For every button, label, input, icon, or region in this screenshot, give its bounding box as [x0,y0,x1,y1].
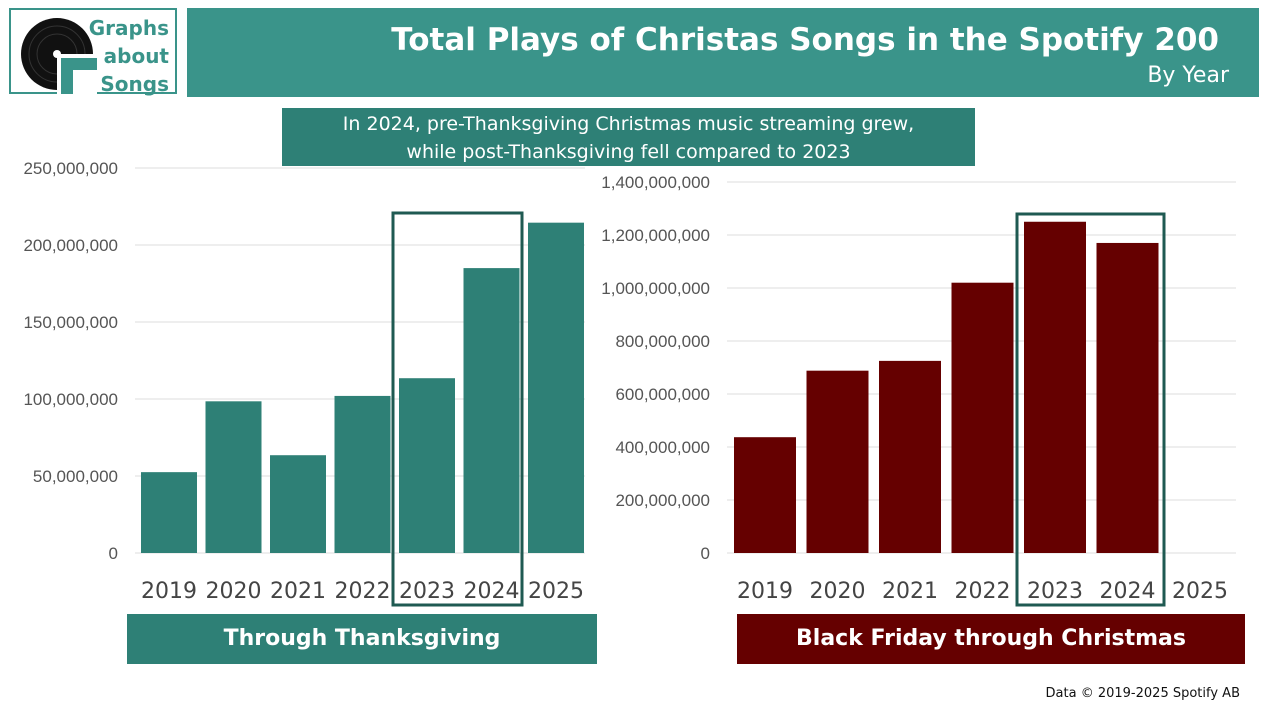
x-tick-label: 2025 [528,579,584,604]
bar-2023 [1024,221,1086,553]
x-tick-label: 2023 [1027,579,1083,604]
logo-line-3: Songs [100,72,169,96]
x-tick-label: 2024 [1100,579,1156,604]
right-chart-label: Black Friday through Christmas [737,614,1245,664]
y-tick-label: 600,000,000 [615,385,710,404]
annotation-line-2: while post-Thanksgiving fell compared to… [406,141,851,163]
x-tick-label: 2022 [335,579,391,604]
x-tick-label: 2021 [882,579,938,604]
header-banner: Total Plays of Christas Songs in the Spo… [187,8,1259,97]
x-tick-label: 2019 [141,579,197,604]
highlight-box [391,211,524,607]
page-subtitle: By Year [1147,63,1229,88]
y-tick-label: 1,000,000,000 [601,279,710,298]
bar-2023 [399,378,455,553]
y-tick-label: 250,000,000 [23,159,118,178]
y-tick-label: 150,000,000 [23,313,118,332]
bar-2019 [734,437,796,553]
logo-text: Graphs about Songs [89,14,169,98]
bar-2022 [334,395,391,553]
bar-2021 [879,360,941,553]
x-tick-label: 2021 [270,579,326,604]
left-chart-label: Through Thanksgiving [127,614,597,664]
annotation-box: In 2024, pre-Thanksgiving Christmas musi… [282,108,975,166]
y-tick-label: 50,000,000 [33,467,118,486]
bar-2021 [270,455,326,553]
x-tick-label: 2020 [206,579,262,604]
annotation-line-1: In 2024, pre-Thanksgiving Christmas musi… [342,113,915,135]
y-tick-label: 800,000,000 [615,332,710,351]
x-tick-label: 2022 [955,579,1011,604]
y-tick-label: 0 [701,544,710,563]
x-tick-label: 2019 [737,579,793,604]
y-tick-label: 200,000,000 [23,236,118,255]
bar-2019 [141,472,197,553]
bar-2020 [806,370,869,553]
y-tick-label: 100,000,000 [23,390,118,409]
bar-2024 [1096,242,1159,553]
logo: Graphs about Songs [9,8,177,96]
y-tick-label: 400,000,000 [615,438,710,457]
footer-credit: Data © 2019-2025 Spotify AB [1045,686,1240,701]
y-tick-label: 200,000,000 [615,491,710,510]
y-tick-label: 0 [109,544,118,563]
vinyl-record-icon [21,18,97,94]
x-tick-label: 2024 [464,579,520,604]
logo-line-1: Graphs [88,16,169,40]
y-tick-label: 1,400,000,000 [601,173,710,192]
page-title: Total Plays of Christas Songs in the Spo… [391,22,1219,58]
logo-line-2: about [103,44,169,68]
x-tick-label: 2025 [1172,579,1228,604]
bar-2020 [205,401,262,553]
y-tick-label: 1,200,000,000 [601,226,710,245]
bar-2025 [528,222,584,554]
bar-2022 [951,282,1014,553]
bar-2024 [463,268,520,553]
x-tick-label: 2020 [810,579,866,604]
highlight-box [1015,212,1166,607]
x-tick-label: 2023 [399,579,455,604]
